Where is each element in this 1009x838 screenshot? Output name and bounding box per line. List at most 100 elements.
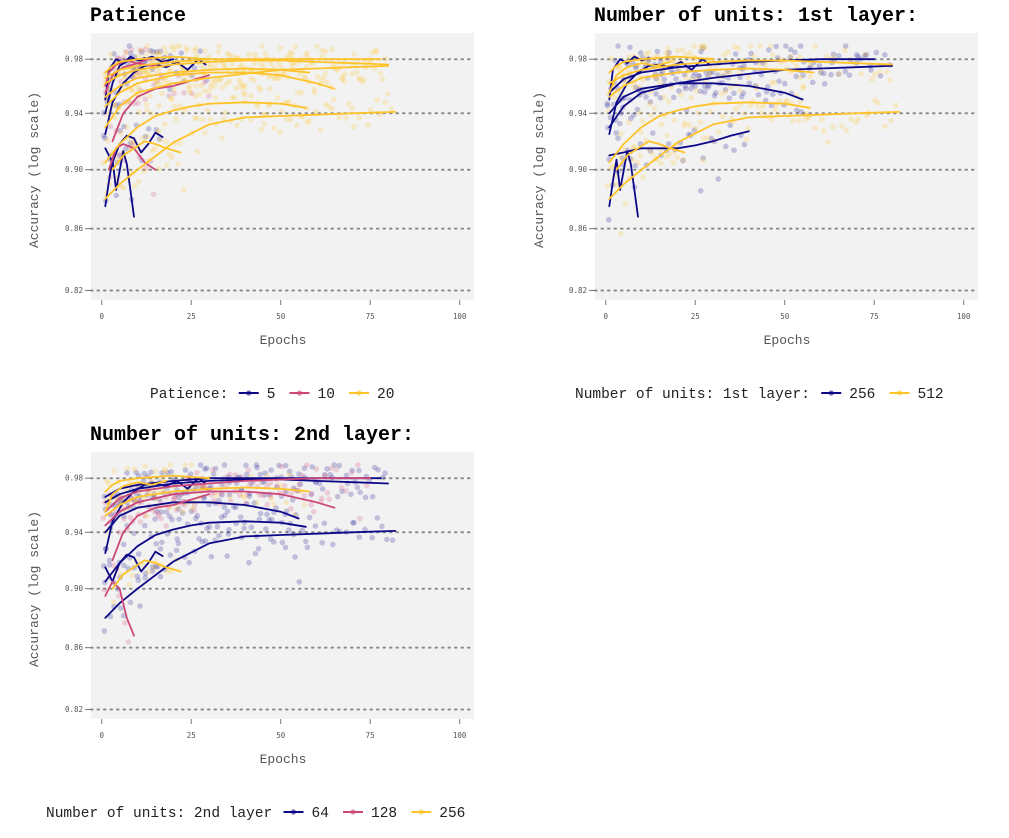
data-point — [194, 148, 201, 155]
data-point — [158, 509, 165, 515]
series-line — [104, 150, 135, 218]
data-point — [287, 116, 294, 123]
data-point — [604, 183, 611, 189]
data-point — [216, 497, 222, 504]
data-point — [333, 527, 340, 533]
data-point — [123, 48, 129, 55]
data-point — [136, 85, 142, 92]
data-point — [828, 71, 834, 78]
data-point — [149, 563, 156, 570]
data-point — [144, 43, 151, 49]
data-point — [747, 43, 754, 49]
data-point — [142, 133, 149, 140]
data-point — [175, 540, 182, 547]
y-axis-label: Accuracy (log scale) — [27, 92, 42, 248]
data-point — [328, 105, 335, 112]
data-point — [117, 605, 124, 611]
data-point — [163, 49, 170, 56]
data-point — [138, 69, 145, 76]
data-point — [299, 527, 306, 534]
data-point — [212, 95, 219, 101]
legend-title: Number of units: 2nd layer — [46, 806, 272, 822]
data-point — [263, 111, 270, 117]
data-point — [120, 541, 127, 548]
data-point — [658, 160, 664, 166]
data-point — [264, 473, 271, 479]
data-point — [615, 43, 621, 49]
data-point — [263, 526, 269, 532]
data-point — [649, 130, 656, 136]
series-line — [104, 55, 210, 74]
data-point — [861, 52, 868, 59]
data-point — [301, 73, 307, 80]
data-point — [257, 471, 264, 478]
data-point — [839, 123, 845, 129]
series-line — [104, 520, 307, 583]
data-point — [812, 125, 818, 131]
x-tick-label: 25 — [187, 731, 196, 740]
data-point — [671, 117, 678, 123]
data-point — [152, 50, 159, 57]
data-point — [666, 151, 673, 158]
data-point — [164, 568, 171, 575]
data-point — [191, 502, 198, 509]
data-point — [113, 192, 120, 199]
data-point — [855, 116, 862, 122]
data-point — [627, 44, 633, 51]
data-point — [357, 489, 363, 496]
data-point — [374, 515, 381, 521]
data-point — [809, 79, 816, 86]
data-point — [181, 462, 188, 468]
data-point — [155, 510, 162, 517]
data-point — [166, 513, 173, 519]
data-point — [733, 106, 740, 112]
data-point — [127, 514, 134, 521]
data-point — [670, 159, 676, 166]
data-point — [330, 96, 337, 103]
data-point — [148, 110, 155, 117]
x-tick-label: 100 — [453, 312, 467, 321]
data-point — [735, 45, 742, 52]
data-point — [287, 49, 293, 56]
data-point — [207, 83, 214, 90]
data-point — [872, 71, 878, 78]
data-point — [186, 559, 192, 566]
data-point — [688, 95, 695, 101]
data-point — [798, 109, 805, 115]
data-point — [617, 64, 624, 70]
data-point — [613, 130, 620, 136]
data-point — [723, 143, 729, 150]
data-point — [264, 511, 270, 518]
data-point — [163, 509, 170, 515]
data-point — [869, 76, 875, 83]
data-point — [306, 514, 313, 521]
data-point — [643, 51, 649, 58]
data-point — [208, 553, 215, 560]
data-point — [770, 91, 776, 98]
data-point — [820, 128, 827, 134]
data-point — [113, 102, 119, 109]
data-point — [755, 103, 761, 110]
data-point — [617, 230, 624, 237]
data-point — [612, 94, 618, 101]
data-point — [158, 90, 165, 97]
data-point — [772, 107, 778, 113]
data-point — [349, 70, 355, 77]
data-point — [204, 107, 211, 114]
data-point — [181, 90, 187, 96]
data-point — [747, 102, 754, 109]
data-point — [703, 69, 710, 76]
data-point — [886, 77, 893, 84]
data-point — [301, 501, 308, 508]
data-point — [613, 181, 619, 188]
x-tick-label: 0 — [603, 312, 608, 321]
x-tick-label: 0 — [99, 312, 104, 321]
y-tick-label: 0.90 — [569, 165, 588, 174]
data-point — [150, 191, 157, 198]
data-point — [363, 482, 370, 489]
data-point — [657, 95, 664, 101]
data-point — [700, 135, 707, 141]
data-point — [683, 51, 689, 58]
data-point — [241, 525, 247, 531]
